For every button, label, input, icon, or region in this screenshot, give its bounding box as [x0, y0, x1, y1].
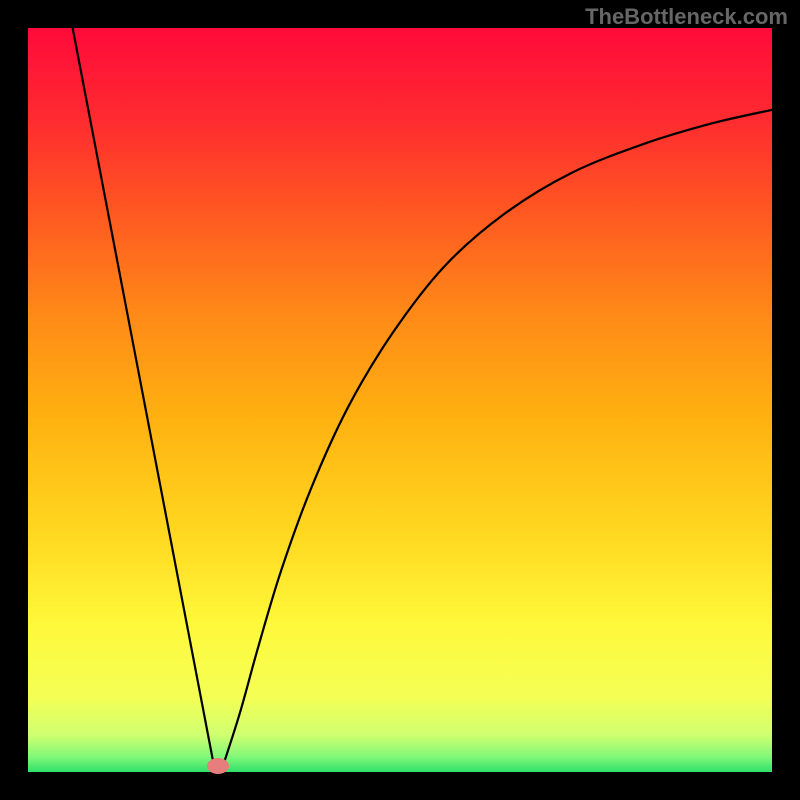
minimum-marker — [207, 758, 229, 774]
curve-left-branch — [73, 28, 214, 766]
curve-right-branch — [223, 110, 772, 766]
bottleneck-curve — [28, 28, 772, 772]
watermark-text: TheBottleneck.com — [585, 4, 788, 30]
plot-area — [28, 28, 772, 772]
